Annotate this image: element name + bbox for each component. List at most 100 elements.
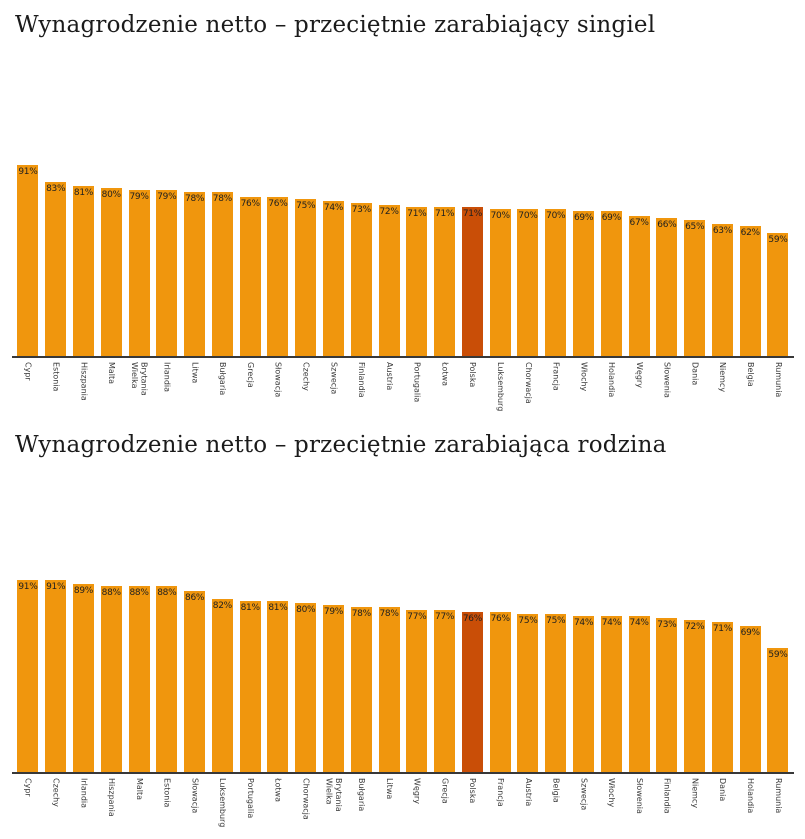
x-axis-label-grecja: Grecja bbox=[440, 778, 450, 804]
bar-slot: 73% bbox=[347, 203, 375, 357]
bar-bułgaria: 78% bbox=[350, 607, 372, 772]
bar-value-label: 63% bbox=[712, 226, 732, 237]
bar-belgia: 62% bbox=[739, 226, 761, 357]
bar-slot: 59% bbox=[764, 647, 792, 772]
bar-value-label: 79% bbox=[157, 192, 177, 203]
bar-czechy: 91% bbox=[45, 580, 67, 772]
bar-slot: 59% bbox=[764, 232, 792, 357]
x-label-slot: Wielka Brytania bbox=[125, 362, 153, 414]
bar-holandia: 69% bbox=[600, 211, 622, 357]
bar-slot: 89% bbox=[70, 584, 98, 772]
x-label-slot: Dania bbox=[709, 778, 737, 830]
bar-value-label: 72% bbox=[685, 622, 705, 633]
bar-slot: 79% bbox=[125, 190, 153, 357]
bar-value-label: 80% bbox=[296, 605, 316, 616]
bar-value-label: 59% bbox=[768, 234, 788, 245]
x-axis-label-łotwa: Łotwa bbox=[273, 778, 283, 802]
x-label-slot: Włochy bbox=[597, 778, 625, 830]
bar-slot: 80% bbox=[292, 603, 320, 772]
x-label-slot: Finlandia bbox=[653, 778, 681, 830]
x-axis-label-irlandia: Irlandia bbox=[162, 362, 172, 393]
bar-francja: 76% bbox=[489, 611, 511, 772]
x-label-slot: Holandia bbox=[736, 778, 764, 830]
x-axis-label-finlandia: Finlandia bbox=[662, 778, 672, 814]
bar-value-label: 71% bbox=[407, 209, 427, 220]
x-axis-label-słowenia: Słowenia bbox=[662, 362, 672, 398]
x-label-slot: Litwa bbox=[375, 778, 403, 830]
bar-value-label: 69% bbox=[601, 213, 621, 224]
bar-litwa: 78% bbox=[184, 192, 206, 357]
chart-singiel-bars: 91% 83% 81% 80% 79% 79% 78% 78% 76% 76% 75% 74% 73% 7… bbox=[14, 146, 792, 357]
x-label-slot: Irlandia bbox=[70, 778, 98, 830]
chart-singiel-x-axis-labels: Cypr Estonia Hiszpania Malta Wielka Brytania… bbox=[14, 362, 792, 414]
bar-niemcy: 63% bbox=[711, 224, 733, 357]
bar-slot: 76% bbox=[459, 611, 487, 772]
x-axis-label-dania: Dania bbox=[690, 362, 700, 386]
x-label-slot: Finlandia bbox=[347, 362, 375, 414]
bar-value-label: 74% bbox=[601, 617, 621, 628]
bar-cypr: 91% bbox=[17, 580, 39, 772]
bar-slot: 88% bbox=[153, 586, 181, 772]
x-axis-label-wielka-brytania: Wielka Brytania bbox=[324, 778, 344, 812]
x-axis-label-francja: Francja bbox=[551, 362, 561, 391]
bar-slot: 74% bbox=[625, 615, 653, 772]
bar-slot: 82% bbox=[208, 599, 236, 772]
bar-slot: 81% bbox=[70, 186, 98, 357]
bar-slot: 76% bbox=[486, 611, 514, 772]
bar-włochy: 74% bbox=[600, 615, 622, 772]
bar-węgry: 67% bbox=[628, 215, 650, 357]
chart-rodzina-x-axis-line bbox=[12, 772, 794, 774]
bar-słowacja: 76% bbox=[267, 196, 289, 357]
bar-value-label: 73% bbox=[657, 620, 677, 630]
bar-estonia: 83% bbox=[45, 181, 67, 357]
bar-value-label: 77% bbox=[435, 611, 455, 622]
x-axis-label-chorwacja: Chorwacja bbox=[523, 362, 533, 404]
bar-slot: 80% bbox=[97, 188, 125, 357]
bar-grecja: 76% bbox=[239, 196, 261, 357]
x-axis-label-polska: Polska bbox=[468, 362, 478, 388]
bar-slot: 81% bbox=[264, 601, 292, 772]
bar-value-label: 79% bbox=[129, 192, 149, 203]
bar-slot: 69% bbox=[570, 211, 598, 357]
bar-slot: 76% bbox=[264, 196, 292, 357]
bar-slot: 63% bbox=[709, 224, 737, 357]
x-axis-label-polska: Polska bbox=[468, 778, 478, 804]
bar-value-label: 74% bbox=[573, 617, 594, 628]
x-label-slot: Wielka Brytania bbox=[320, 778, 348, 830]
bar-value-label: 75% bbox=[296, 200, 316, 211]
x-label-slot: Łotwa bbox=[264, 778, 292, 830]
bar-slot: 75% bbox=[542, 613, 570, 772]
x-label-slot: Rumunia bbox=[764, 362, 792, 414]
x-axis-label-chorwacja: Chorwacja bbox=[301, 778, 311, 820]
bar-wielka-brytania: 79% bbox=[128, 190, 150, 357]
bar-finlandia: 73% bbox=[350, 203, 372, 357]
bar-chorwacja: 80% bbox=[295, 603, 317, 772]
bar-finlandia: 73% bbox=[656, 618, 678, 772]
bar-slot: 74% bbox=[320, 200, 348, 357]
x-axis-label-szwecja: Szwecja bbox=[329, 362, 339, 395]
x-axis-label-słowacja: Słowacja bbox=[190, 778, 200, 814]
bar-value-label: 80% bbox=[101, 190, 121, 201]
x-axis-label-grecja: Grecja bbox=[245, 362, 255, 388]
bar-polska: 71% bbox=[461, 207, 483, 357]
bar-francja: 70% bbox=[545, 209, 567, 357]
bar-value-label: 70% bbox=[546, 211, 566, 222]
x-label-slot: Estonia bbox=[153, 778, 181, 830]
x-label-slot: Słowenia bbox=[653, 362, 681, 414]
x-label-slot: Austria bbox=[375, 362, 403, 414]
bar-litwa: 78% bbox=[378, 607, 400, 772]
bar-value-label: 69% bbox=[740, 628, 760, 639]
x-axis-label-dania: Dania bbox=[718, 778, 728, 802]
x-label-slot: Grecja bbox=[236, 362, 264, 414]
bar-slot: 72% bbox=[681, 620, 709, 772]
x-axis-label-belgia: Belgia bbox=[551, 778, 561, 803]
x-label-slot: Szwecja bbox=[570, 778, 598, 830]
x-axis-label-luksemburg: Luksemburg bbox=[495, 362, 505, 412]
bar-estonia: 88% bbox=[156, 586, 178, 772]
bar-value-label: 78% bbox=[379, 609, 399, 620]
bar-szwecja: 74% bbox=[322, 200, 344, 357]
bar-słowenia: 66% bbox=[656, 217, 678, 357]
bar-value-label: 70% bbox=[518, 211, 538, 222]
x-axis-label-malta: Malta bbox=[107, 362, 117, 385]
x-label-slot: Irlandia bbox=[153, 362, 181, 414]
